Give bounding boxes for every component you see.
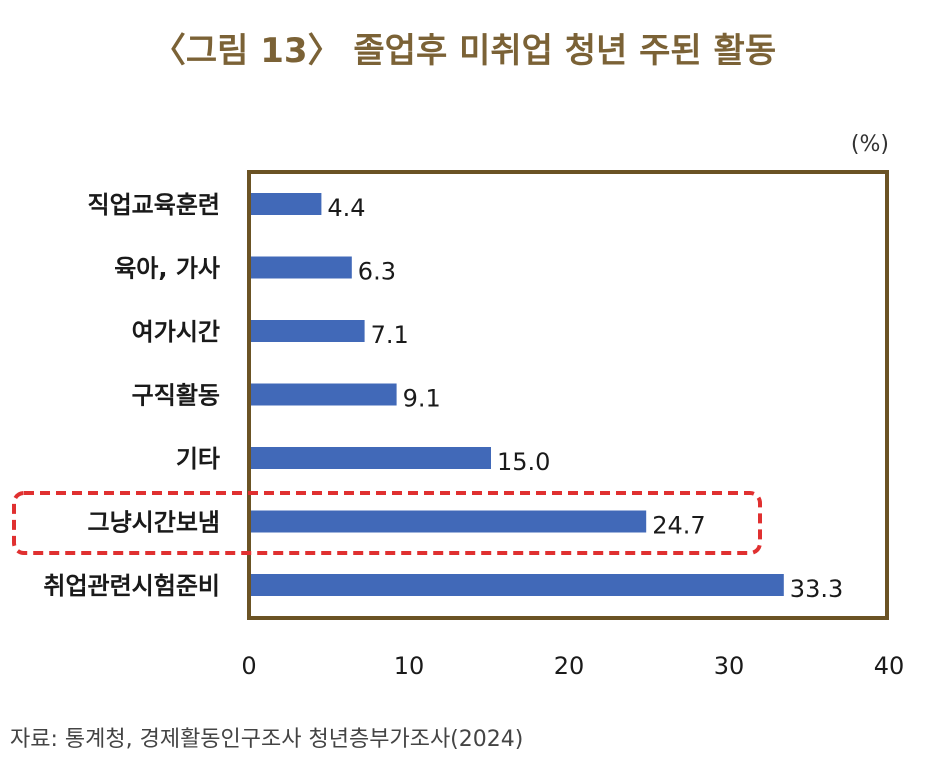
- category-label: 취업관련시험준비: [43, 572, 220, 600]
- value-label: 7.1: [371, 321, 409, 349]
- category-label: 여가시간: [132, 318, 220, 346]
- value-label: 24.7: [652, 512, 705, 540]
- category-label: 그냥시간보냄: [88, 509, 220, 537]
- value-label: 4.4: [327, 194, 365, 222]
- bars: [251, 193, 784, 596]
- chart-title: 〈그림 13〉 졸업후 미취업 청년 주된 활동: [152, 31, 776, 71]
- value-labels: 4.4 6.3 7.1 9.1 15.0 24.7 33.3: [327, 194, 843, 603]
- value-label: 6.3: [358, 258, 396, 286]
- value-label: 15.0: [497, 448, 550, 476]
- category-label: 구직활동: [132, 382, 220, 410]
- x-tick-label: 0: [241, 652, 256, 680]
- category-label: 직업교육훈련: [88, 191, 220, 219]
- bar: [251, 510, 647, 533]
- category-label: 기타: [176, 445, 220, 473]
- source-note: 자료: 통계청, 경제활동인구조사 청년층부가조사(2024): [10, 727, 523, 752]
- bar: [251, 574, 784, 596]
- bar: [251, 193, 322, 215]
- x-tick-label: 10: [394, 652, 425, 680]
- bar: [251, 447, 491, 469]
- x-axis-ticks: 0 10 20 30 40: [241, 652, 904, 680]
- unit-label: (%): [851, 132, 889, 157]
- value-label: 33.3: [790, 575, 843, 603]
- bar: [251, 320, 365, 342]
- category-label: 육아, 가사: [114, 255, 220, 283]
- bar: [251, 256, 352, 279]
- x-tick-label: 30: [714, 652, 745, 680]
- bar: [251, 383, 397, 406]
- x-tick-label: 20: [554, 652, 585, 680]
- value-label: 9.1: [403, 385, 441, 413]
- x-tick-label: 40: [874, 652, 905, 680]
- highlight-box: [12, 491, 762, 555]
- plot-frame: [247, 170, 889, 620]
